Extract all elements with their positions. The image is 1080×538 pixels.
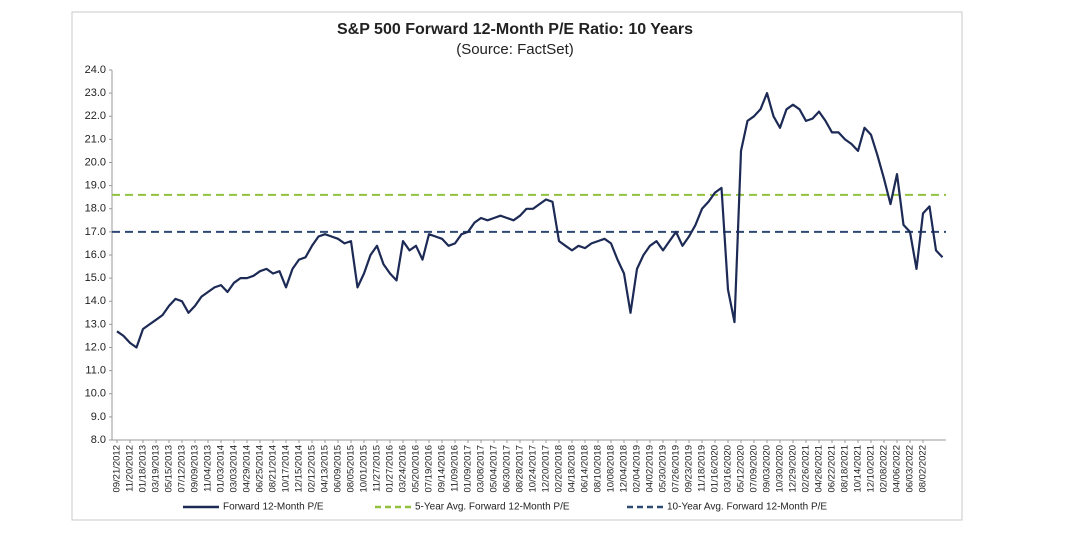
x-tick-label: 02/08/2022: [879, 445, 890, 493]
x-tick-label: 03/03/2014: [229, 445, 240, 493]
y-tick-label: 8.0: [91, 434, 106, 446]
x-tick-label: 10/17/2014: [281, 445, 292, 493]
x-tick-label: 04/18/2018: [567, 445, 578, 493]
x-tick-label: 01/09/2017: [463, 445, 474, 493]
x-tick-label: 04/29/2014: [242, 445, 253, 493]
x-tick-label: 05/30/2019: [658, 445, 669, 493]
chart-title: S&P 500 Forward 12-Month P/E Ratio: 10 Y…: [337, 21, 693, 38]
y-tick-label: 20.0: [85, 156, 106, 168]
x-tick-label: 03/08/2017: [476, 445, 487, 493]
x-tick-label: 06/25/2014: [255, 445, 266, 493]
x-tick-label: 03/19/2013: [151, 445, 162, 493]
x-tick-label: 11/18/2019: [697, 445, 708, 492]
y-tick-label: 18.0: [85, 203, 106, 215]
x-tick-label: 05/20/2016: [411, 445, 422, 493]
x-tick-label: 08/05/2015: [346, 445, 357, 493]
x-tick-label: 10/24/2017: [528, 445, 539, 493]
x-tick-label: 05/04/2017: [489, 445, 500, 493]
x-tick-label: 12/10/2021: [866, 445, 877, 493]
x-tick-label: 11/09/2016: [450, 445, 461, 492]
y-tick-label: 24.0: [85, 64, 106, 76]
x-tick-label: 04/02/2019: [645, 445, 656, 493]
y-tick-label: 21.0: [85, 133, 106, 145]
x-tick-label: 10/08/2018: [606, 445, 617, 493]
x-tick-label: 04/06/2022: [892, 445, 903, 493]
data-line: [116, 92, 944, 349]
x-tick-label: 01/27/2016: [385, 445, 396, 493]
x-tick-label: 06/30/2017: [502, 445, 513, 493]
x-tick-label: 10/01/2015: [359, 445, 370, 493]
x-tick-label: 06/03/2022: [905, 445, 916, 493]
legend-label: 5-Year Avg. Forward 12-Month P/E: [415, 502, 570, 513]
legend-label: 10-Year Avg. Forward 12-Month P/E: [667, 502, 827, 513]
x-tick-label: 01/18/2013: [138, 445, 149, 493]
y-tick-label: 10.0: [85, 388, 106, 400]
x-tick-label: 12/29/2020: [788, 445, 799, 493]
y-tick-label: 17.0: [85, 226, 106, 238]
x-tick-label: 07/19/2016: [424, 445, 435, 493]
x-tick-label: 02/20/2018: [554, 445, 565, 493]
x-tick-label: 05/15/2013: [164, 445, 175, 493]
x-tick-label: 09/09/2013: [190, 445, 201, 493]
x-tick-label: 10/30/2020: [775, 445, 786, 493]
x-tick-label: 07/09/2020: [749, 445, 760, 493]
x-tick-label: 11/04/2013: [203, 445, 214, 492]
x-tick-label: 09/14/2016: [437, 445, 448, 493]
x-tick-label: 11/20/2012: [125, 445, 136, 492]
x-tick-label: 08/02/2022: [918, 445, 929, 493]
x-tick-label: 06/09/2015: [333, 445, 344, 493]
x-tick-label: 02/12/2015: [307, 445, 318, 493]
x-tick-label: 10/14/2021: [853, 445, 864, 493]
x-tick-label: 11/27/2015: [372, 445, 383, 492]
x-tick-label: 01/16/2020: [710, 445, 721, 493]
chart-frame: [71, 11, 963, 521]
y-tick-label: 9.0: [91, 411, 106, 423]
x-tick-label: 09/21/2012: [112, 445, 123, 493]
x-tick-label: 07/26/2019: [671, 445, 682, 493]
x-tick-label: 05/12/2020: [736, 445, 747, 493]
x-tick-label: 02/26/2021: [801, 445, 812, 493]
x-tick-label: 07/12/2013: [177, 445, 188, 493]
chart-subtitle: (Source: FactSet): [456, 41, 574, 58]
x-tick-label: 04/13/2015: [320, 445, 331, 493]
x-tick-label: 09/03/2020: [762, 445, 773, 493]
y-tick-label: 12.0: [85, 341, 106, 353]
y-tick-label: 23.0: [85, 87, 106, 99]
x-tick-label: 01/03/2014: [216, 445, 227, 493]
y-tick-label: 15.0: [85, 272, 106, 284]
x-tick-label: 12/04/2018: [619, 445, 630, 493]
x-tick-label: 06/22/2021: [827, 445, 838, 493]
x-tick-label: 03/16/2020: [723, 445, 734, 493]
x-tick-label: 02/04/2019: [632, 445, 643, 493]
x-tick-label: 12/20/2017: [541, 445, 552, 493]
y-tick-label: 19.0: [85, 180, 106, 192]
x-tick-label: 09/23/2019: [684, 445, 695, 493]
y-tick-label: 16.0: [85, 249, 106, 261]
x-tick-label: 08/18/2021: [840, 445, 851, 493]
x-tick-label: 06/14/2018: [580, 445, 591, 493]
y-tick-label: 22.0: [85, 110, 106, 122]
y-tick-label: 13.0: [85, 318, 106, 330]
x-tick-label: 08/10/2018: [593, 445, 604, 493]
y-tick-label: 14.0: [85, 295, 106, 307]
x-tick-label: 12/15/2014: [294, 445, 305, 493]
x-tick-label: 08/28/2017: [515, 445, 526, 493]
x-tick-label: 08/21/2014: [268, 445, 279, 493]
y-tick-label: 11.0: [85, 365, 106, 377]
legend-label: Forward 12-Month P/E: [223, 502, 324, 513]
x-tick-label: 04/26/2021: [814, 445, 825, 493]
x-tick-label: 03/24/2016: [398, 445, 409, 493]
